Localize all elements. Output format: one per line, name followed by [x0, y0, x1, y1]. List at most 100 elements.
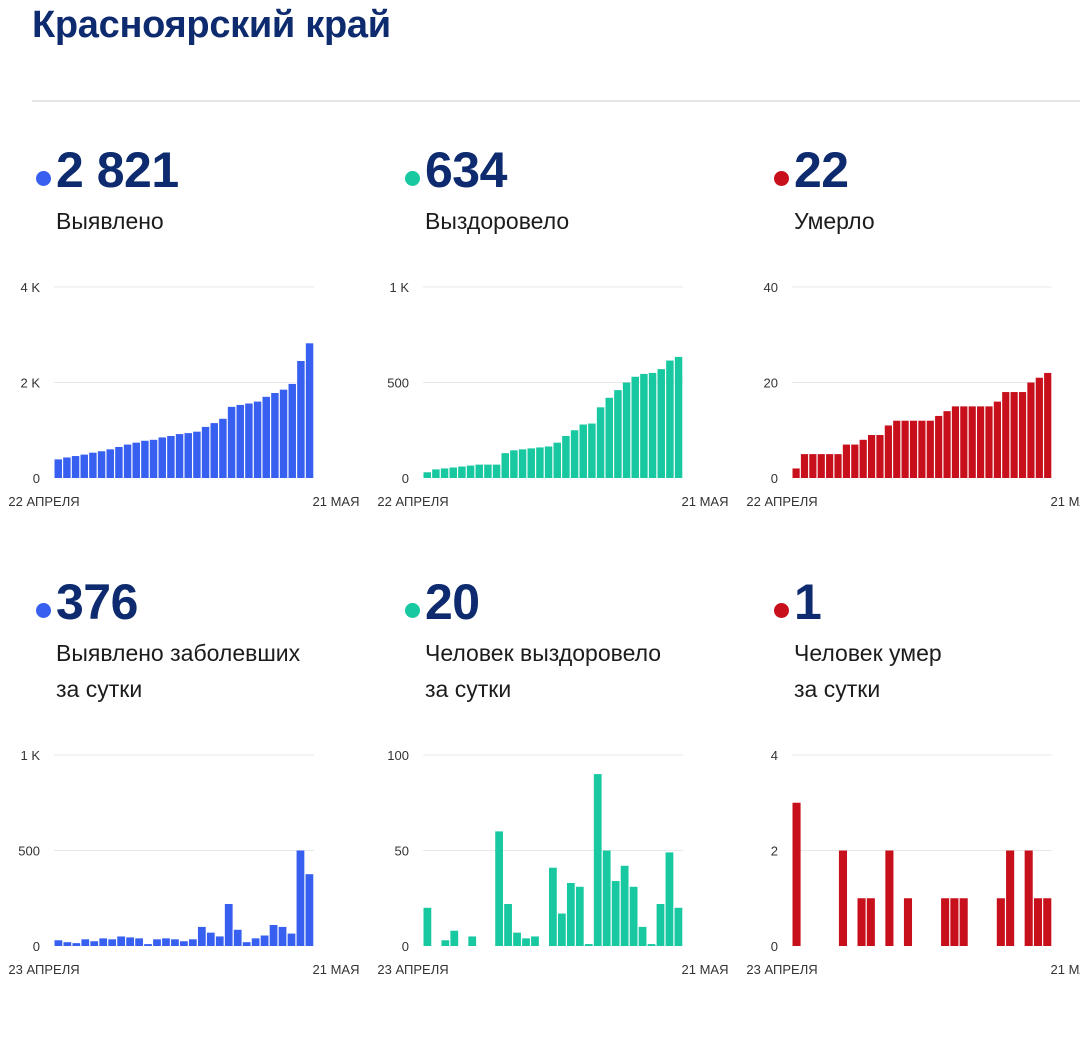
- bar: [171, 939, 179, 946]
- chart-total-recovered: 0 500 1 K 22 АПРЕЛЯ 21 МАЯ: [377, 280, 729, 509]
- chart-daily-recovered: 0 50 100 23 АПРЕЛЯ 21 МАЯ: [377, 748, 728, 977]
- bar: [985, 406, 993, 479]
- stat-label: Человек умер за сутки: [794, 640, 942, 702]
- bar: [1002, 392, 1010, 478]
- x-start-label: 23 АПРЕЛЯ: [746, 962, 817, 977]
- stat-label: Выздоровело: [425, 208, 570, 234]
- bar: [423, 907, 432, 946]
- panel-daily-cases: 376 Выявлено заболевших за сутки 0 500 1 K 2…: [8, 577, 392, 1037]
- bar: [288, 383, 296, 478]
- bar: [123, 444, 132, 478]
- bar: [492, 464, 501, 478]
- bar: [611, 881, 620, 946]
- bar: [557, 913, 566, 946]
- y-tick-label: 0: [33, 471, 40, 486]
- x-start-label: 23 АПРЕЛЯ: [8, 962, 79, 977]
- bar: [495, 831, 503, 946]
- y-tick-label: 0: [771, 939, 778, 954]
- y-tick-label: 4: [771, 748, 778, 763]
- bar: [885, 850, 894, 946]
- bar: [884, 425, 892, 478]
- bar: [522, 938, 530, 946]
- y-tick-label: 40: [764, 280, 778, 295]
- bar: [466, 465, 475, 478]
- bar: [842, 444, 851, 478]
- bar: [903, 898, 913, 946]
- bar: [224, 903, 233, 946]
- stat-value: 2 821: [56, 142, 179, 198]
- bar: [579, 424, 587, 478]
- bar: [876, 435, 884, 478]
- bar: [859, 439, 867, 478]
- bar: [648, 372, 657, 478]
- bar: [1027, 382, 1035, 478]
- panel-total-deaths: 22 Умерло 0 20 40 22 АПРЕЛЯ 21 МАЯ: [746, 142, 1080, 605]
- bar: [63, 942, 72, 946]
- y-tick-label: 100: [387, 748, 409, 763]
- bar: [54, 940, 63, 946]
- bar: [468, 936, 477, 946]
- bar: [135, 938, 143, 946]
- bar: [296, 850, 305, 946]
- x-end-label: 21 МАЯ: [682, 494, 729, 509]
- bar: [242, 942, 251, 946]
- bar: [167, 435, 175, 478]
- bar: [97, 451, 106, 478]
- y-tick-label: 1 K: [389, 280, 409, 295]
- series-dot: [36, 171, 51, 186]
- bar: [197, 926, 206, 946]
- bar: [236, 404, 244, 478]
- bar: [584, 944, 593, 946]
- bar: [960, 406, 968, 479]
- bar: [458, 466, 466, 478]
- bar: [792, 802, 801, 946]
- bar: [614, 390, 622, 478]
- y-tick-label: 0: [33, 939, 40, 954]
- bar: [867, 435, 876, 478]
- bar: [941, 898, 950, 946]
- bar: [959, 898, 968, 946]
- bar: [570, 430, 579, 478]
- bar: [656, 903, 665, 946]
- series-dot: [36, 603, 51, 618]
- bar: [141, 440, 149, 478]
- bar: [108, 939, 117, 946]
- bar: [279, 389, 288, 478]
- y-tick-label: 50: [395, 844, 409, 859]
- bar: [253, 401, 262, 478]
- bar: [926, 420, 934, 478]
- bar: [1024, 850, 1033, 946]
- bar: [1035, 377, 1043, 478]
- y-tick-label: 1 K: [20, 748, 40, 763]
- bar: [1044, 372, 1052, 478]
- page-title: Красноярский край: [32, 4, 391, 46]
- bar: [638, 926, 647, 946]
- bar: [620, 865, 629, 946]
- bar: [622, 382, 631, 478]
- y-tick-label: 2: [771, 844, 778, 859]
- bar: [251, 938, 260, 946]
- bar: [657, 369, 665, 478]
- bar: [269, 924, 278, 946]
- stat-value: 1: [794, 574, 822, 630]
- bar: [513, 932, 521, 946]
- bar: [553, 442, 561, 478]
- bar: [278, 926, 287, 946]
- bar: [423, 472, 431, 478]
- stat-value: 22: [794, 142, 849, 198]
- bar: [201, 426, 210, 478]
- bar: [826, 454, 834, 479]
- x-end-label: 21 МАЯ: [1051, 494, 1080, 509]
- stat-value: 634: [425, 142, 507, 198]
- bar: [834, 454, 842, 479]
- bar: [54, 459, 62, 478]
- stat-label: Выявлено: [56, 208, 164, 234]
- bar: [210, 423, 218, 478]
- bar: [206, 932, 215, 946]
- bar: [158, 437, 166, 478]
- bar: [132, 442, 140, 478]
- bar: [287, 933, 296, 946]
- bar: [596, 407, 605, 478]
- bar: [149, 439, 158, 478]
